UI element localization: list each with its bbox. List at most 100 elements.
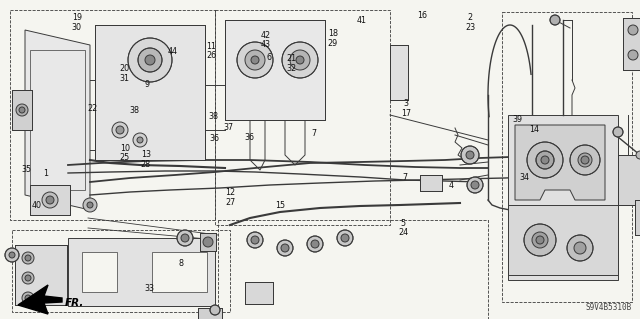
Text: FR.: FR. — [65, 298, 84, 308]
Polygon shape — [18, 285, 62, 314]
Bar — [12, 90, 32, 130]
Circle shape — [251, 56, 259, 64]
Text: 19
30: 19 30 — [72, 13, 82, 32]
Polygon shape — [25, 30, 90, 210]
Bar — [95, 25, 205, 160]
Text: 37: 37 — [223, 123, 234, 132]
Polygon shape — [508, 115, 618, 280]
Text: 34: 34 — [520, 173, 530, 182]
Bar — [152, 252, 207, 292]
Circle shape — [25, 275, 31, 281]
Bar — [635, 200, 640, 235]
Text: 42
43: 42 43 — [260, 31, 271, 49]
Circle shape — [628, 50, 638, 60]
Circle shape — [22, 272, 34, 284]
Circle shape — [138, 48, 162, 72]
Circle shape — [296, 56, 304, 64]
Bar — [623, 18, 640, 70]
Circle shape — [570, 145, 600, 175]
Text: 36: 36 — [209, 134, 220, 143]
Text: 8: 8 — [179, 259, 184, 268]
Bar — [502, 12, 632, 302]
Text: S9V4B5310B: S9V4B5310B — [586, 303, 632, 312]
Circle shape — [337, 230, 353, 246]
Circle shape — [277, 240, 293, 256]
Circle shape — [536, 236, 544, 244]
Text: 5
24: 5 24 — [398, 219, 408, 237]
Bar — [10, 10, 215, 220]
Bar — [390, 45, 408, 100]
Bar — [245, 282, 273, 304]
Bar — [215, 10, 390, 225]
Circle shape — [19, 107, 25, 113]
Bar — [635, 200, 640, 235]
Bar — [12, 90, 32, 130]
Circle shape — [536, 151, 554, 169]
Circle shape — [467, 177, 483, 193]
Circle shape — [9, 252, 15, 258]
Bar — [15, 245, 67, 305]
Circle shape — [247, 232, 263, 248]
Circle shape — [5, 248, 19, 262]
Circle shape — [133, 133, 147, 147]
Bar — [618, 155, 640, 205]
Text: 7: 7 — [402, 173, 407, 182]
Bar — [30, 185, 70, 215]
Bar — [198, 308, 222, 319]
Circle shape — [550, 15, 560, 25]
Circle shape — [181, 234, 189, 242]
Circle shape — [532, 232, 548, 248]
Text: 16: 16 — [417, 11, 428, 20]
Circle shape — [636, 151, 640, 159]
Circle shape — [83, 198, 97, 212]
Text: 41: 41 — [356, 16, 367, 25]
Text: 12
27: 12 27 — [225, 189, 236, 207]
Circle shape — [527, 142, 563, 178]
Circle shape — [16, 104, 28, 116]
Ellipse shape — [85, 247, 195, 297]
Bar — [225, 20, 325, 120]
Circle shape — [471, 181, 479, 189]
Circle shape — [128, 38, 172, 82]
Text: 11
26: 11 26 — [206, 42, 216, 60]
Bar — [82, 252, 117, 292]
Circle shape — [282, 42, 318, 78]
Circle shape — [628, 25, 638, 35]
Circle shape — [145, 55, 155, 65]
Circle shape — [290, 50, 310, 70]
Text: 14: 14 — [529, 125, 540, 134]
Polygon shape — [68, 238, 215, 306]
Circle shape — [567, 235, 593, 261]
Circle shape — [581, 156, 589, 164]
Text: 44: 44 — [168, 47, 178, 56]
Text: 33: 33 — [145, 284, 155, 293]
Bar — [618, 155, 640, 205]
Circle shape — [22, 252, 34, 264]
Text: 2
23: 2 23 — [465, 13, 476, 32]
Text: 20
31: 20 31 — [120, 64, 130, 83]
Bar — [95, 25, 205, 160]
Circle shape — [311, 240, 319, 248]
Bar — [218, 220, 488, 319]
Circle shape — [281, 244, 289, 252]
Bar — [390, 45, 408, 100]
Bar — [12, 230, 230, 312]
Bar — [200, 233, 216, 251]
Bar — [30, 50, 85, 190]
Polygon shape — [508, 205, 618, 275]
Text: 7: 7 — [311, 130, 316, 138]
Bar — [623, 18, 640, 70]
Text: 18
29: 18 29 — [328, 29, 338, 48]
Bar — [30, 185, 70, 215]
Text: 9: 9 — [145, 80, 150, 89]
Polygon shape — [515, 125, 605, 200]
Circle shape — [251, 236, 259, 244]
Bar — [15, 245, 67, 305]
Text: 39: 39 — [512, 115, 522, 124]
Bar — [225, 20, 325, 120]
Bar — [420, 175, 442, 191]
Circle shape — [116, 126, 124, 134]
Text: 40: 40 — [31, 201, 42, 210]
Text: 10
25: 10 25 — [120, 144, 130, 162]
Text: 4: 4 — [449, 181, 454, 189]
